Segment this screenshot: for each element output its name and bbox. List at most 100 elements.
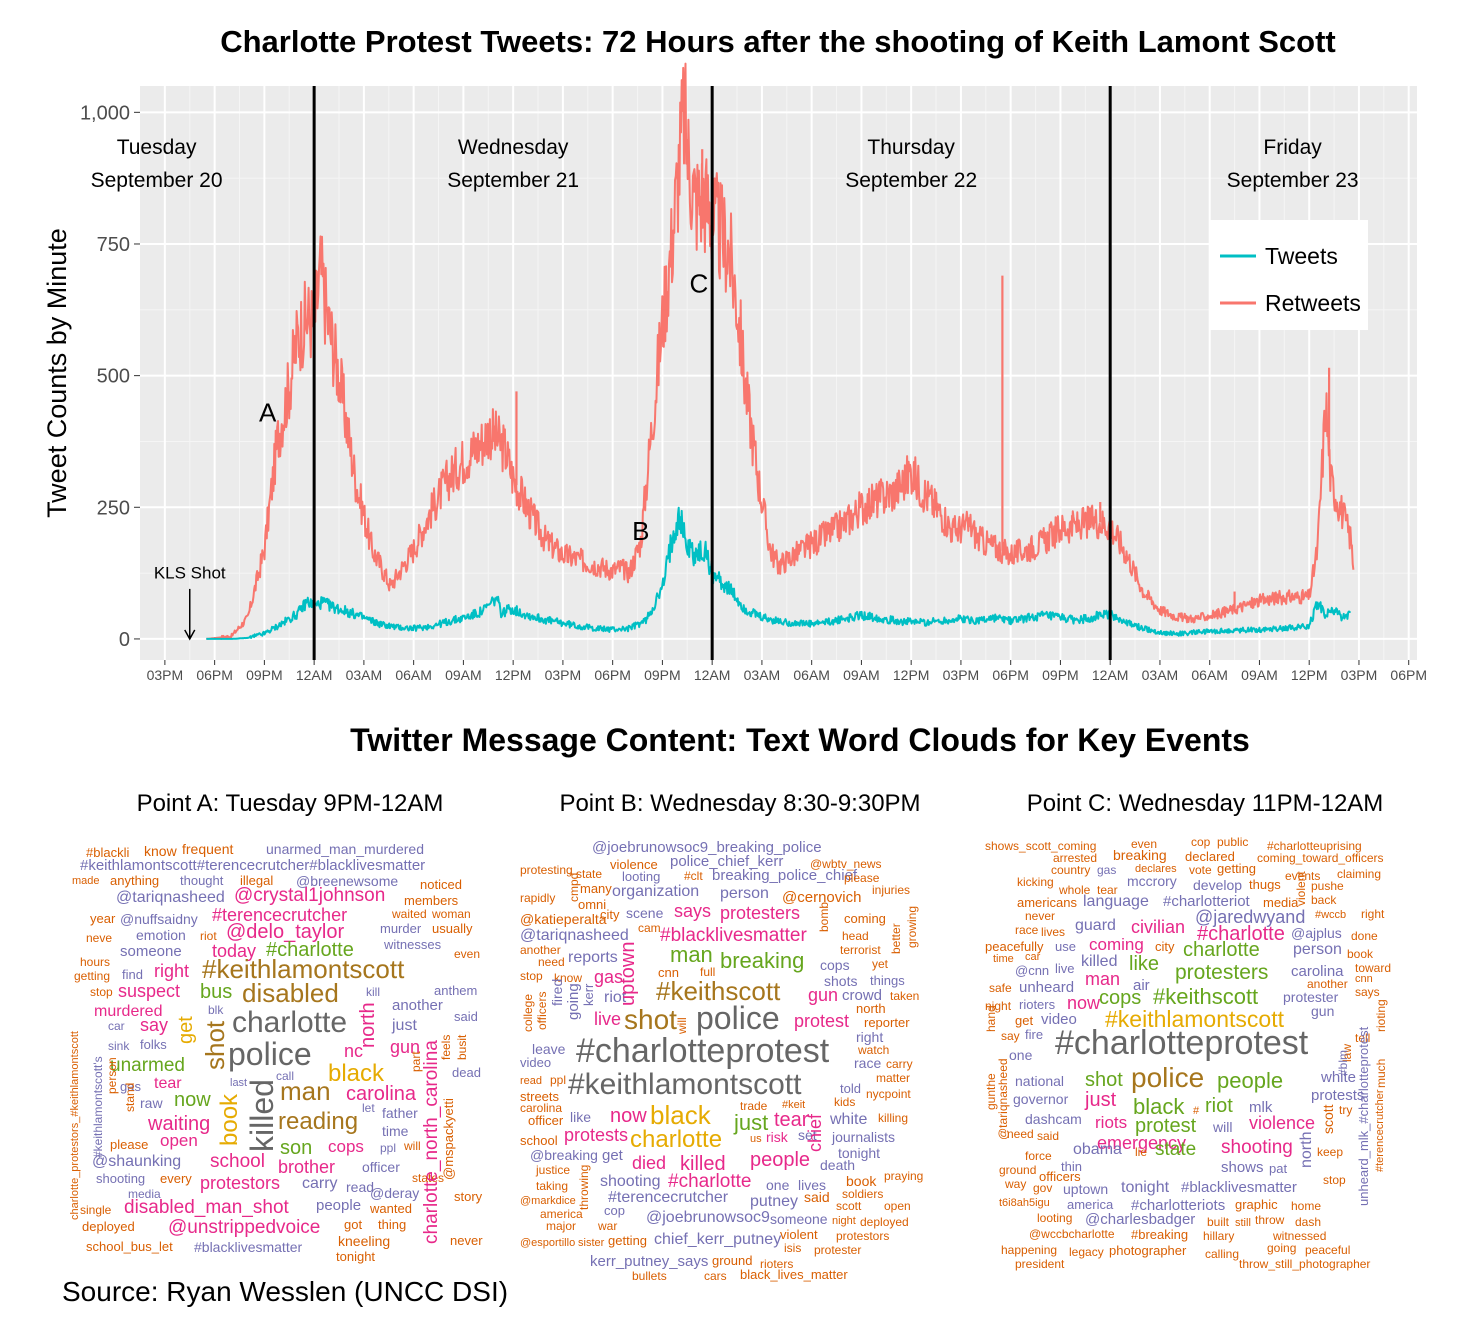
cloud-word: #keithlamontscott (568, 1068, 802, 1101)
cloud-word: peacefully (985, 939, 1044, 954)
cloud-word: never (450, 1233, 483, 1248)
cloud-word: charlotte (232, 1006, 348, 1039)
cloud-word: still (1235, 1217, 1251, 1229)
cloud-word: cops (1099, 987, 1142, 1009)
cloud-word: fired (549, 978, 565, 1006)
day-label-date: September 20 (91, 169, 223, 192)
cloud-word: nc (344, 1041, 364, 1061)
cloud-word: kill (366, 985, 380, 999)
cloud-word: emergency (1097, 1133, 1187, 1153)
word-cloud: shows_scott_coming even cop public #charlott… (984, 834, 1425, 1270)
cloud-word: america (540, 1207, 583, 1221)
cloud-word: #blacklivesmatter (1181, 1179, 1297, 1196)
cloud-word: killing (878, 1111, 909, 1125)
cloud-word: throw_still_photographer (1239, 1257, 1371, 1271)
cloud-word: like (570, 1109, 592, 1125)
cloud-word: #keithscott (1153, 984, 1259, 1009)
x-tick-label: 09PM (246, 667, 283, 683)
cloud-word: died (632, 1153, 667, 1173)
cloud-word: blk (208, 1003, 224, 1017)
cloud-word: injuries (872, 883, 911, 897)
cloud-word: full (700, 965, 716, 979)
cloud-word: charlotte (630, 1126, 723, 1153)
cloud-word: night (985, 999, 1012, 1013)
cloud-word: happening (1001, 1243, 1058, 1257)
cloud-word: cops (820, 957, 850, 973)
cloud-word: know (554, 971, 583, 985)
x-tick-label: 03PM (147, 667, 184, 683)
x-tick-label: 06AM (1191, 667, 1228, 683)
cloud-word: brother (278, 1157, 336, 1177)
cloud-word: governor (1013, 1091, 1069, 1107)
cloud-word: media (1263, 895, 1299, 910)
cloud-word: way (1005, 1177, 1027, 1191)
cloud-word: protest (794, 1011, 850, 1031)
cloud-word: shot (624, 1004, 677, 1035)
cloud-word: gov (1033, 1181, 1053, 1195)
cloud-word: car (108, 1019, 125, 1033)
cloud-word: time (993, 953, 1014, 965)
x-tick-label: 12AM (694, 667, 731, 683)
cloud-word: state (576, 867, 603, 881)
cloud-word: ppl (380, 1141, 397, 1155)
cloud-word: protestors (836, 1229, 890, 1243)
cloud-word: @mspackyetti (441, 1098, 456, 1180)
cloud-word: @deray (370, 1185, 420, 1201)
cloud-word: @tariqnasheed (116, 889, 225, 906)
cloud-word: riots (1095, 1113, 1128, 1132)
word-cloud-panel: Point A: Tuesday 9PM-12AM #blackli know fre… (69, 790, 510, 1270)
cloud-word: @nuffsaidny (120, 911, 198, 927)
cloud-word: people (1217, 1068, 1284, 1093)
x-tick-label: 12PM (1291, 667, 1328, 683)
source-credit: Source: Ryan Wesslen (UNCC DSI) (62, 1276, 509, 1307)
cloud-word: rioters (1019, 997, 1056, 1012)
cloud-word: legacy (1069, 1245, 1104, 1259)
cloud-word: cnn (1355, 973, 1373, 985)
cloud-word: riot (1205, 1095, 1233, 1117)
chart-title: Charlotte Protest Tweets: 72 Hours after… (220, 24, 1336, 59)
cloud-word: shooting (1221, 1137, 1293, 1158)
cloud-word: force (1025, 1149, 1052, 1163)
cloud-word: pushe (1311, 879, 1344, 893)
cloud-word: night (832, 1215, 856, 1227)
cloud-word: shot (1085, 1069, 1123, 1091)
cloud-word: just (1085, 1089, 1117, 1111)
cloud-word: public (1217, 835, 1249, 849)
cloud-word: @jaredwyand (1195, 907, 1306, 927)
cloud-word: growing (905, 905, 919, 948)
cloud-word: putney (750, 1193, 799, 1210)
cloud-word: organization (612, 883, 700, 900)
cloud-word: protesters (720, 903, 801, 923)
cloud-word: man (670, 942, 713, 967)
cloud-word: wanted (370, 1201, 412, 1216)
day-label-date: September 21 (447, 169, 579, 192)
cloud-word: another (520, 943, 561, 957)
cloud-word: story (454, 1189, 483, 1204)
cloud-word: live (1055, 961, 1075, 976)
cloud-word: #charlotteprotest (1055, 1024, 1309, 1062)
x-tick-label: 06PM (594, 667, 631, 683)
cloud-word: now (174, 1089, 211, 1111)
cloud-word: let (362, 1101, 375, 1115)
cloud-word: kids (834, 1095, 856, 1109)
cloud-word: charlotte_north_carolina (421, 1040, 442, 1244)
cloud-word: #terencecrutcher (1374, 1089, 1386, 1172)
cloud-word: ground (999, 1163, 1037, 1177)
cloud-word: dead (452, 1065, 481, 1080)
cloud-word: vote (1189, 863, 1212, 877)
cloud-word: shooting (600, 1173, 661, 1190)
cloud-word: will (675, 1017, 689, 1034)
cloud-word: #terencecrutcher (212, 905, 348, 925)
cloud-word: #terencecrutcher (608, 1189, 729, 1206)
cloud-word: book (1347, 947, 1374, 961)
cloud-word: graphic (1235, 1197, 1278, 1212)
cloud-word: coming_toward_officers (1257, 851, 1384, 865)
cloud-word: america (1067, 1197, 1114, 1212)
x-tick-label: 03PM (545, 667, 582, 683)
cloud-word: soldiers (842, 1187, 884, 1201)
cloud-word: taken (890, 989, 920, 1003)
cloud-word: @crystal1johnson (234, 885, 386, 906)
cloud-word: book (216, 1093, 243, 1146)
cloud-word: @delo_taylor (226, 921, 345, 943)
cloud-word: uptown (1063, 1181, 1109, 1197)
